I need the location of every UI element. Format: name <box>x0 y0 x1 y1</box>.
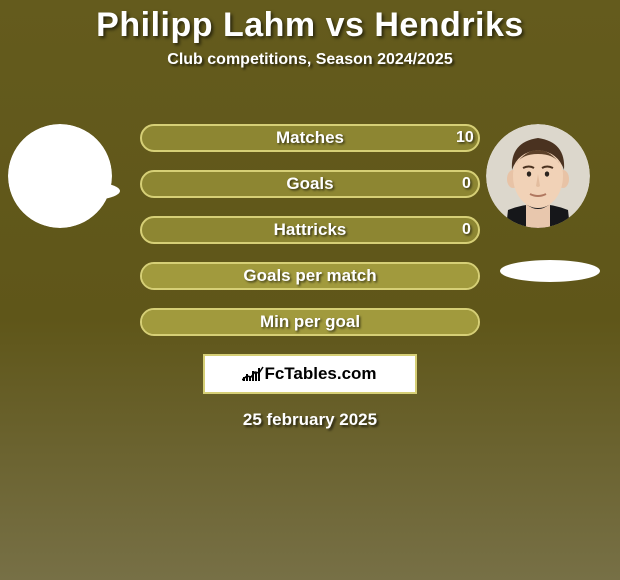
stat-bar-track: Min per goal <box>140 308 480 336</box>
stat-value-right: 0 <box>462 221 471 239</box>
subtitle: Club competitions, Season 2024/2025 <box>0 51 620 69</box>
avatar-placeholder-left <box>8 124 112 228</box>
stat-bars: Matches10Goals0Hattricks0Goals per match… <box>140 124 480 354</box>
player-avatar-left <box>8 124 112 228</box>
stat-label: Min per goal <box>142 312 478 332</box>
brand-text: FcTables.com <box>264 364 376 384</box>
avatar-image-right <box>486 124 590 228</box>
stat-row-goals: Goals0 <box>140 170 480 198</box>
stat-label: Hattricks <box>142 220 478 240</box>
stat-label: Matches <box>142 128 478 148</box>
stat-row-goals_per_match: Goals per match <box>140 262 480 290</box>
stat-row-matches: Matches10 <box>140 124 480 152</box>
stat-value-right: 10 <box>456 129 474 147</box>
page-title: Philipp Lahm vs Hendriks <box>0 0 620 45</box>
stat-bar-track: Matches <box>140 124 480 152</box>
stat-label: Goals <box>142 174 478 194</box>
date-text: 25 february 2025 <box>0 410 620 430</box>
stat-bar-track: Hattricks <box>140 216 480 244</box>
chart-icon <box>243 367 260 381</box>
stat-bar-track: Goals per match <box>140 262 480 290</box>
brand-box[interactable]: FcTables.com <box>203 354 417 394</box>
player-avatar-right <box>486 124 590 228</box>
stat-row-hattricks: Hattricks0 <box>140 216 480 244</box>
stat-bar-track: Goals <box>140 170 480 198</box>
stat-value-right: 0 <box>462 175 471 193</box>
stat-label: Goals per match <box>142 266 478 286</box>
avatar-shadow-left <box>20 180 120 202</box>
avatar-shadow-right <box>500 260 600 282</box>
stat-row-min_per_goal: Min per goal <box>140 308 480 336</box>
